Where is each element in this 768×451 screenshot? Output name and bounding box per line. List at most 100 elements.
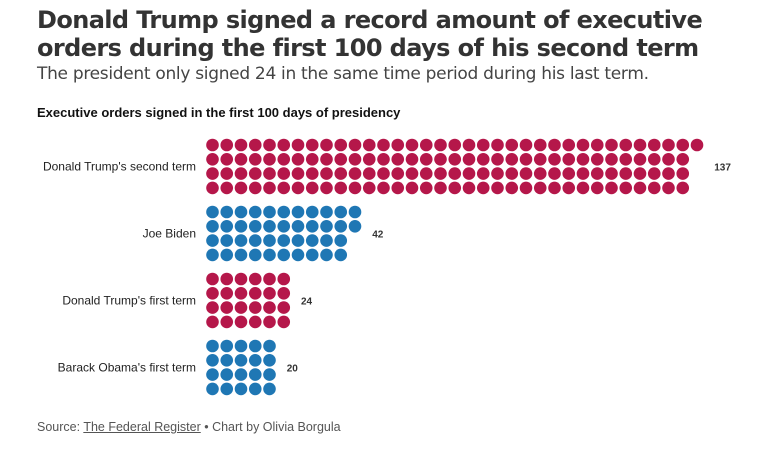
dot	[590, 153, 604, 166]
dot	[690, 138, 704, 152]
dot	[234, 354, 248, 367]
dot	[248, 220, 262, 233]
dot	[548, 181, 561, 195]
dot	[662, 153, 675, 166]
dot	[305, 153, 319, 166]
dot	[234, 248, 248, 262]
dot	[248, 315, 262, 329]
dot	[320, 248, 333, 262]
dot	[206, 382, 219, 396]
dot	[263, 248, 276, 262]
dot	[576, 181, 590, 195]
dot	[248, 301, 262, 314]
dot	[519, 138, 533, 152]
dot	[434, 138, 447, 152]
dot	[676, 138, 690, 152]
dot	[647, 167, 661, 180]
dot	[334, 153, 348, 166]
dot	[548, 138, 561, 152]
dot	[277, 248, 291, 262]
dot	[562, 138, 576, 152]
dot	[334, 234, 348, 247]
dot	[633, 181, 647, 195]
dot	[519, 153, 533, 166]
dot	[277, 220, 291, 233]
dot	[291, 153, 305, 166]
dot	[662, 167, 675, 180]
dot	[476, 138, 490, 152]
dot	[305, 248, 319, 262]
dot	[348, 153, 362, 166]
dot	[320, 138, 333, 152]
dot	[248, 382, 262, 396]
dot	[348, 205, 362, 219]
dot	[234, 368, 248, 381]
dot	[462, 167, 476, 180]
dot	[291, 234, 305, 247]
dot	[305, 181, 319, 195]
dot	[248, 153, 262, 166]
dot	[405, 167, 419, 180]
dot	[405, 181, 419, 195]
dot	[605, 167, 618, 180]
dot	[234, 234, 248, 247]
dot	[391, 181, 405, 195]
dot	[562, 181, 576, 195]
dot	[334, 220, 348, 233]
dot	[633, 167, 647, 180]
dot	[305, 220, 319, 233]
dot	[519, 181, 533, 195]
dot	[206, 220, 219, 233]
dot	[277, 138, 291, 152]
dot	[248, 167, 262, 180]
source-suffix: • Chart by Olivia Borgula	[200, 420, 341, 434]
dot	[448, 181, 462, 195]
dot	[206, 287, 219, 300]
dot	[405, 138, 419, 152]
dot	[448, 153, 462, 166]
value-label: 24	[301, 296, 313, 307]
dot	[263, 153, 276, 166]
chart-title: Executive orders signed in the first 100…	[37, 105, 401, 120]
dot	[291, 220, 305, 233]
dot	[334, 181, 348, 195]
dot	[234, 153, 248, 166]
dot	[263, 234, 276, 247]
dot	[491, 153, 504, 166]
dot	[533, 181, 547, 195]
dot	[576, 153, 590, 166]
dot	[562, 153, 576, 166]
dot	[291, 138, 305, 152]
dot	[220, 138, 234, 152]
category-label: Donald Trump's second term	[43, 159, 196, 173]
subtitle: The president only signed 24 in the same…	[37, 64, 649, 84]
dot	[220, 339, 234, 353]
dot	[519, 167, 533, 180]
dot	[220, 220, 234, 233]
dot	[291, 248, 305, 262]
dot	[263, 272, 276, 286]
dot	[434, 153, 447, 166]
dot	[291, 167, 305, 180]
dot	[348, 138, 362, 152]
dot	[220, 272, 234, 286]
dot	[234, 205, 248, 219]
source-link[interactable]: The Federal Register	[83, 420, 201, 434]
dot	[206, 234, 219, 247]
dot	[220, 315, 234, 329]
dot	[234, 382, 248, 396]
dot	[277, 167, 291, 180]
dot	[362, 138, 376, 152]
dot	[619, 167, 633, 180]
dot	[419, 167, 433, 180]
dot	[263, 315, 276, 329]
dot	[277, 301, 291, 314]
dot	[320, 167, 333, 180]
value-label: 137	[714, 162, 731, 173]
dot	[334, 248, 348, 262]
dot	[206, 248, 219, 262]
dot	[234, 181, 248, 195]
dot	[220, 287, 234, 300]
dot	[248, 138, 262, 152]
dot	[220, 234, 234, 247]
